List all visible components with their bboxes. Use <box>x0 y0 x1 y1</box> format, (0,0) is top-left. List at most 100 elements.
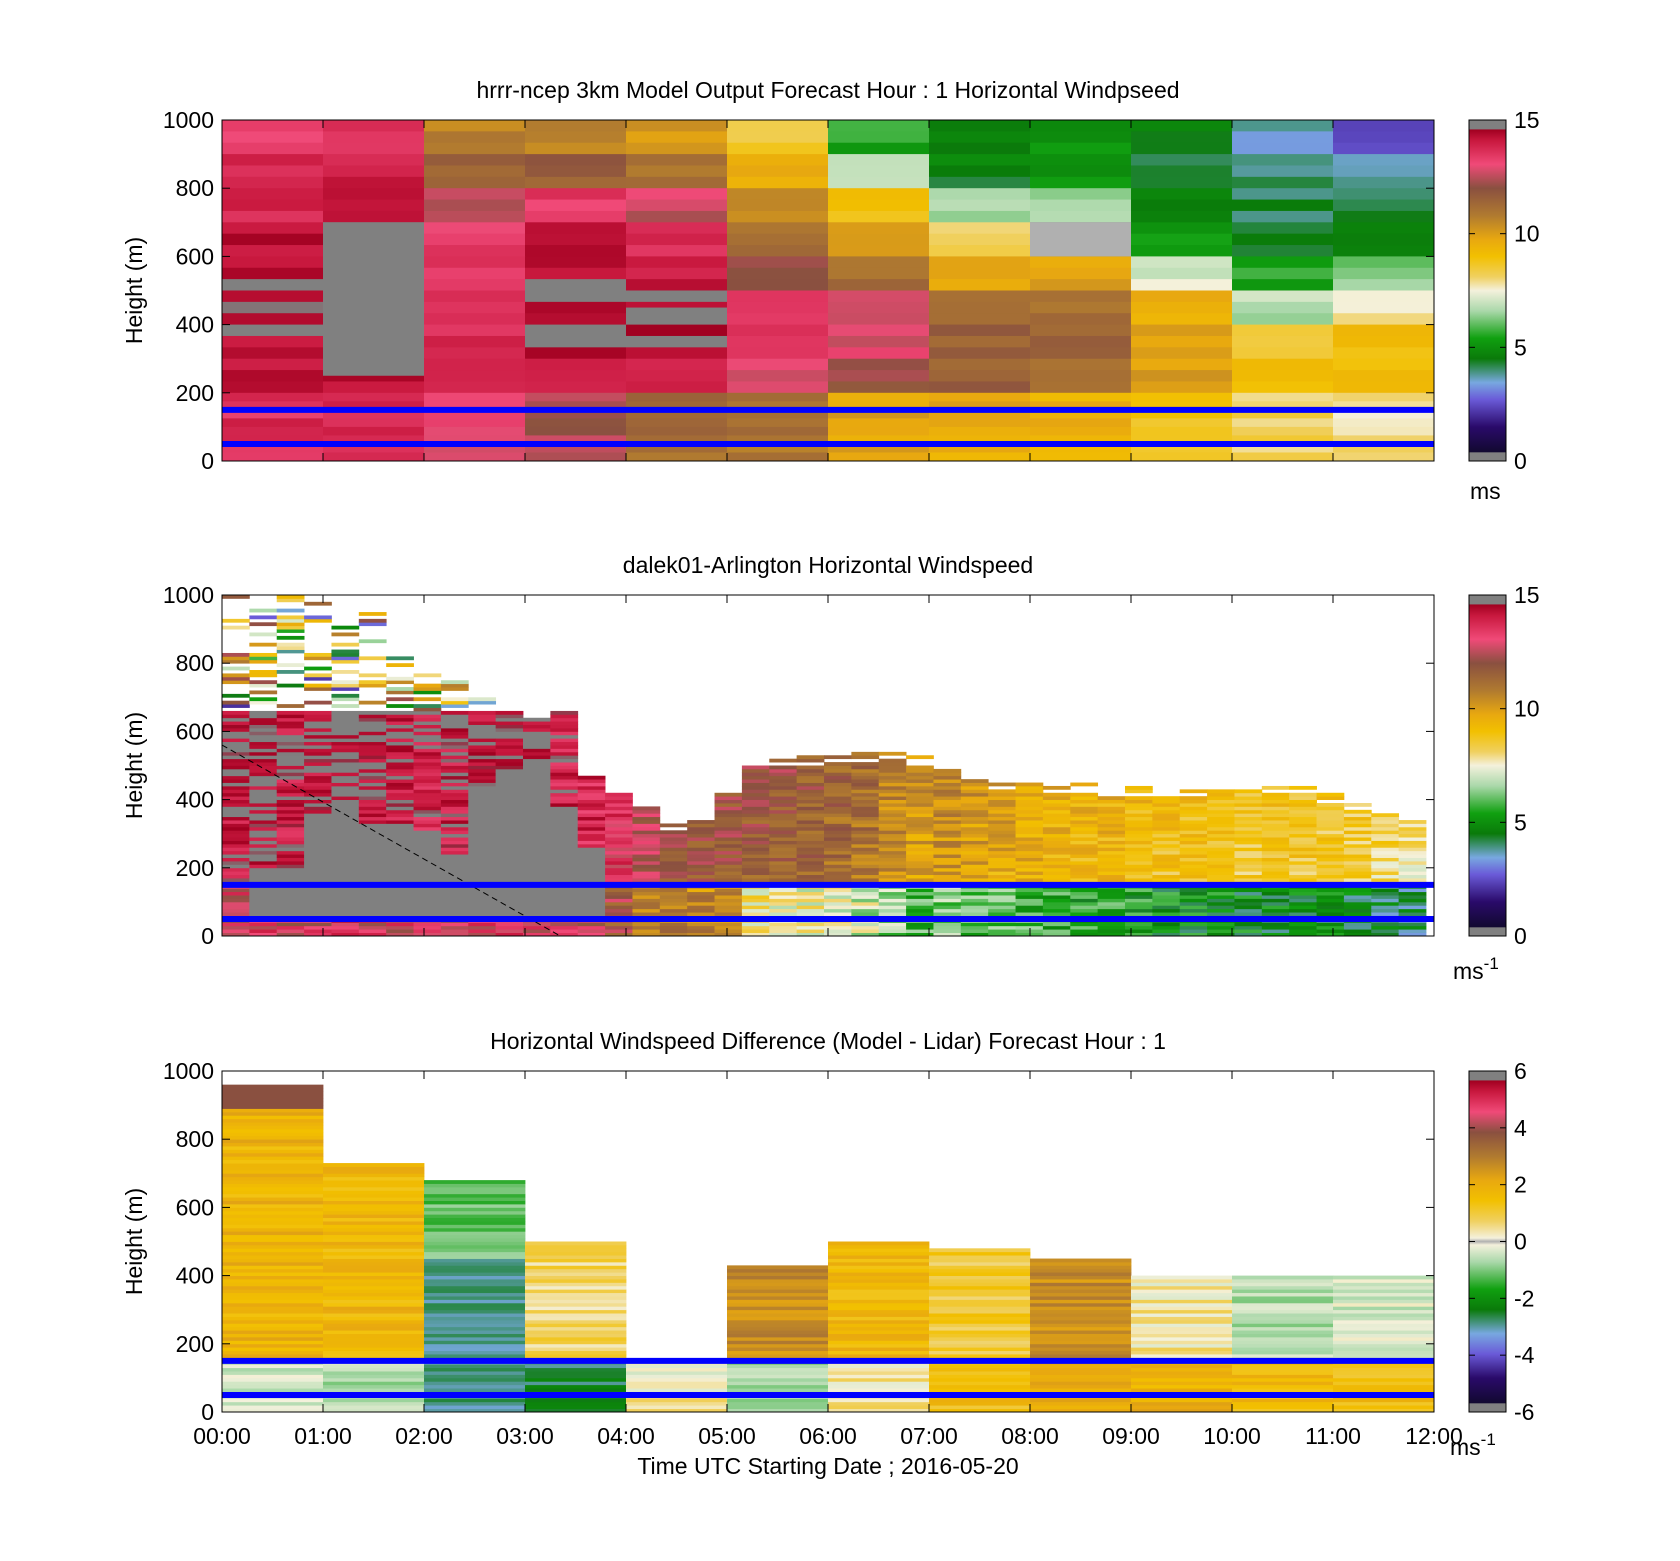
heatmap-cell <box>358 680 387 685</box>
heatmap-cell <box>331 625 360 630</box>
heatmap-cell <box>1179 898 1208 903</box>
heatmap-cell <box>1333 335 1435 348</box>
heatmap-cell <box>1097 803 1126 807</box>
heatmap-cell <box>495 796 524 800</box>
heatmap-cell <box>358 768 387 773</box>
heatmap-cell <box>1316 867 1345 872</box>
heatmap-cell <box>824 775 852 780</box>
heatmap-cell <box>358 792 387 797</box>
heatmap-cell <box>424 1224 526 1229</box>
heatmap-cell <box>878 905 907 910</box>
heatmap-cell <box>960 905 989 910</box>
heatmap-cell <box>1042 803 1071 807</box>
heatmap-cell <box>525 210 627 223</box>
heatmap-cell <box>331 683 360 688</box>
heatmap-cell <box>741 809 770 814</box>
heatmap-cell <box>550 932 579 937</box>
heatmap-cell <box>1289 888 1317 893</box>
heatmap-cell <box>851 782 880 787</box>
heatmap-cell <box>851 816 880 821</box>
heatmap-cell <box>495 745 524 749</box>
heatmap-cell <box>222 426 324 436</box>
heatmap-cell <box>851 768 880 773</box>
heatmap-cell <box>413 704 442 708</box>
heatmap-cell <box>769 796 798 800</box>
heatmap-cell <box>249 762 278 766</box>
heatmap-cell <box>1152 803 1181 807</box>
heatmap-cell <box>222 1336 324 1341</box>
heatmap-cell <box>714 833 743 838</box>
heatmap-cell <box>1097 833 1126 838</box>
heatmap-cell <box>1042 843 1071 848</box>
heatmap-cell <box>828 1289 930 1294</box>
heatmap-cell <box>1234 820 1263 824</box>
heatmap-cell <box>659 857 688 862</box>
heatmap-cell <box>626 409 728 419</box>
heatmap-cell <box>222 854 250 858</box>
heatmap-cell <box>727 1285 829 1290</box>
heatmap-cell <box>1131 256 1233 269</box>
heatmap-cell <box>222 1152 324 1157</box>
heatmap-cell <box>525 1282 627 1287</box>
heatmap-cell <box>440 789 469 794</box>
heatmap-cell <box>1261 901 1290 906</box>
heatmap-cell <box>1232 1401 1334 1406</box>
heatmap-cell <box>659 867 688 872</box>
heatmap-cell <box>323 1330 425 1334</box>
heatmap-cell <box>741 898 770 903</box>
heatmap-cell <box>424 267 526 280</box>
heatmap-cell <box>249 895 278 899</box>
heatmap-cell <box>323 1347 425 1352</box>
heatmap-cell <box>1289 929 1317 933</box>
heatmap-cell <box>323 1333 425 1338</box>
heatmap-cell <box>413 857 442 862</box>
heatmap-cell <box>386 932 414 937</box>
heatmap-cell <box>714 854 743 858</box>
heatmap-cell <box>714 878 743 882</box>
heatmap-cell <box>523 871 551 876</box>
heatmap-cell <box>1316 820 1345 824</box>
heatmap-cell <box>960 932 989 937</box>
heatmap-cell <box>1042 871 1071 876</box>
heatmap-cell <box>386 751 414 756</box>
heatmap-cell <box>222 1238 324 1242</box>
heatmap-cell <box>1070 908 1099 913</box>
heatmap-cell <box>626 1384 728 1389</box>
heatmap-cell <box>577 813 606 818</box>
x-axis-label: Time UTC Starting Date ; 2016-05-20 <box>637 1453 1018 1479</box>
heatmap-cell <box>222 1371 324 1375</box>
heatmap-cell <box>659 898 688 903</box>
heatmap-cell <box>276 785 305 790</box>
heatmap-cell <box>1207 925 1235 930</box>
heatmap-cell <box>878 840 907 845</box>
heatmap-cell <box>1097 905 1126 910</box>
heatmap-cell <box>358 837 387 841</box>
heatmap-cell <box>323 1210 425 1215</box>
heatmap-cell <box>1070 830 1099 835</box>
heatmap-cell <box>727 1289 829 1294</box>
heatmap-cell <box>222 1098 324 1103</box>
heatmap-cell <box>1042 888 1071 893</box>
heatmap-cell <box>523 864 551 869</box>
heatmap-cell <box>523 833 551 838</box>
heatmap-cell <box>1030 1398 1132 1403</box>
heatmap-cell <box>1030 335 1132 348</box>
heatmap-cell <box>1207 864 1235 869</box>
heatmap-cell <box>1125 905 1153 910</box>
heatmap-cell <box>1152 843 1181 848</box>
heatmap-cell <box>323 1326 425 1331</box>
heatmap-cell <box>495 898 524 903</box>
heatmap-cell <box>424 409 526 419</box>
heatmap-cell <box>276 813 305 818</box>
heatmap-cell <box>386 813 414 818</box>
heatmap-cell <box>1207 860 1235 865</box>
heatmap-cell <box>323 1203 425 1208</box>
heatmap-cell <box>304 803 332 807</box>
heatmap-cell <box>304 683 332 688</box>
heatmap-cell <box>933 891 962 896</box>
heatmap-cell <box>828 401 930 411</box>
heatmap-cell <box>222 1217 324 1222</box>
heatmap-cell <box>1261 905 1290 910</box>
panel-model <box>222 120 1435 462</box>
heatmap-cell <box>331 816 360 821</box>
